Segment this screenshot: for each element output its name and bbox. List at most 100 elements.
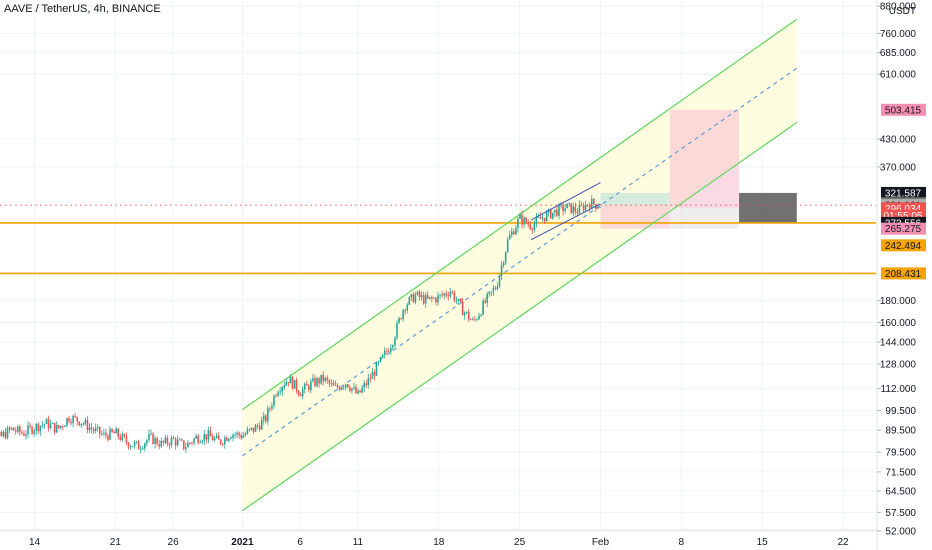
candle-body [457,298,460,301]
candle-body [328,380,331,384]
candle-body [115,428,117,434]
candle-body [98,426,101,434]
candle-body [433,298,435,299]
candle-body [461,301,464,316]
candle-body [139,448,142,450]
candle-body [531,228,534,230]
candle-body [470,319,472,321]
candle-body [240,435,242,438]
x-tick-label: 8 [679,537,685,548]
candle-body [142,448,144,450]
y-tick-label: 160.000 [880,318,917,329]
candle-body [418,291,421,298]
candle-body [347,384,349,388]
candle-body [318,378,320,384]
candle-body [545,212,548,222]
candle-body [137,441,140,450]
candle-body [459,298,462,302]
candle-body [414,294,417,303]
candle-body [248,429,251,430]
x-tick-label: 11 [353,537,364,548]
candle-body [404,309,406,311]
candle-body [125,436,128,443]
candle-body [361,387,363,393]
candle-body [496,286,499,290]
candle-body [564,208,566,212]
candle-body [78,421,81,426]
candle-body [324,377,327,382]
candle-body [230,437,232,439]
candle-body [144,443,146,449]
candle-body [388,351,390,353]
candle-body [299,394,302,397]
candle-body [373,372,376,376]
candle-body [275,395,277,397]
candle-body [336,385,339,388]
candle-body [94,427,97,431]
candle-body [277,392,279,396]
channel-fill [242,19,797,511]
candle-body [326,377,329,381]
candle-body [57,425,60,429]
x-tick-label: 6 [297,537,303,548]
candle-body [593,198,595,205]
candle-body [474,318,476,320]
candle-body [340,387,343,390]
candle-body [164,437,167,443]
candle-body [103,432,105,434]
y-tick-label: 52.000 [885,526,916,537]
candle-body [572,206,575,214]
candle-body [562,204,564,212]
price-badge [881,267,926,280]
y-tick-label: 685.000 [880,48,917,59]
candle-body [160,440,163,447]
candle-body [0,432,3,437]
candle-body [193,438,195,443]
candle-body [213,437,216,441]
x-tick-label: 15 [757,537,769,548]
candle-body [506,239,509,253]
candle-body [269,408,271,410]
candle-body [72,415,74,424]
candle-body [420,295,423,298]
candle-body [381,354,384,357]
candle-body [398,318,400,323]
x-tick-label: 25 [514,537,526,548]
candle-body [478,315,480,320]
candle-body [525,217,527,223]
candle-body [74,415,76,417]
price-badge-label: 242.494 [885,241,922,252]
candle-body [576,211,579,214]
candle-body [191,442,193,444]
candle-body [4,432,7,439]
candle-body [529,224,532,229]
candle-body [21,432,23,434]
candle-body [490,291,493,293]
candle-body [308,385,310,390]
channel-middle-line [242,67,798,457]
y-tick-label: 760.000 [880,29,917,40]
candle-body [367,377,370,386]
candle-body [437,295,439,303]
candle-body [33,430,35,434]
candle-body [156,438,158,445]
candle-body [502,262,505,266]
candle-body [133,442,136,447]
candle-body [289,376,292,384]
candle-body [256,425,259,427]
candle-body [463,312,466,316]
candle-body [148,434,150,441]
candle-body [29,425,31,427]
y-tick-label: 71.500 [885,467,916,478]
y-tick-label: 89.500 [885,426,916,437]
candle-body [14,430,17,432]
x-tick-label: 21 [110,537,122,548]
price-badge [881,186,926,199]
candle-body [80,423,83,426]
candle-body [580,204,583,206]
candle-body [465,311,468,313]
candle-body [441,294,443,296]
candle-body [410,294,413,298]
candle-body [178,439,181,441]
